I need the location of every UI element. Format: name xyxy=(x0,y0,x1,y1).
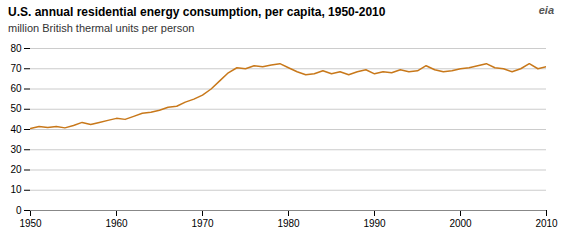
svg-text:1990: 1990 xyxy=(363,218,386,229)
svg-text:40: 40 xyxy=(10,124,22,135)
svg-text:10: 10 xyxy=(10,184,22,195)
svg-text:1950: 1950 xyxy=(19,218,42,229)
svg-text:20: 20 xyxy=(10,164,22,175)
svg-text:1980: 1980 xyxy=(277,218,300,229)
svg-text:0: 0 xyxy=(16,205,22,216)
svg-text:70: 70 xyxy=(10,63,22,74)
svg-text:30: 30 xyxy=(10,144,22,155)
svg-text:1960: 1960 xyxy=(105,218,128,229)
svg-text:50: 50 xyxy=(10,103,22,114)
html-text:U.S. annual residential energy: U.S. annual residential energy consumpti… xyxy=(8,5,386,19)
svg-text:1970: 1970 xyxy=(191,218,214,229)
svg-text:80: 80 xyxy=(10,43,22,54)
html-text:million British thermal units: million British thermal units per person xyxy=(8,22,195,34)
svg-text:60: 60 xyxy=(10,83,22,94)
html-text:eia: eia xyxy=(538,4,554,16)
svg-text:2010: 2010 xyxy=(535,218,558,229)
svg-text:2000: 2000 xyxy=(449,218,472,229)
